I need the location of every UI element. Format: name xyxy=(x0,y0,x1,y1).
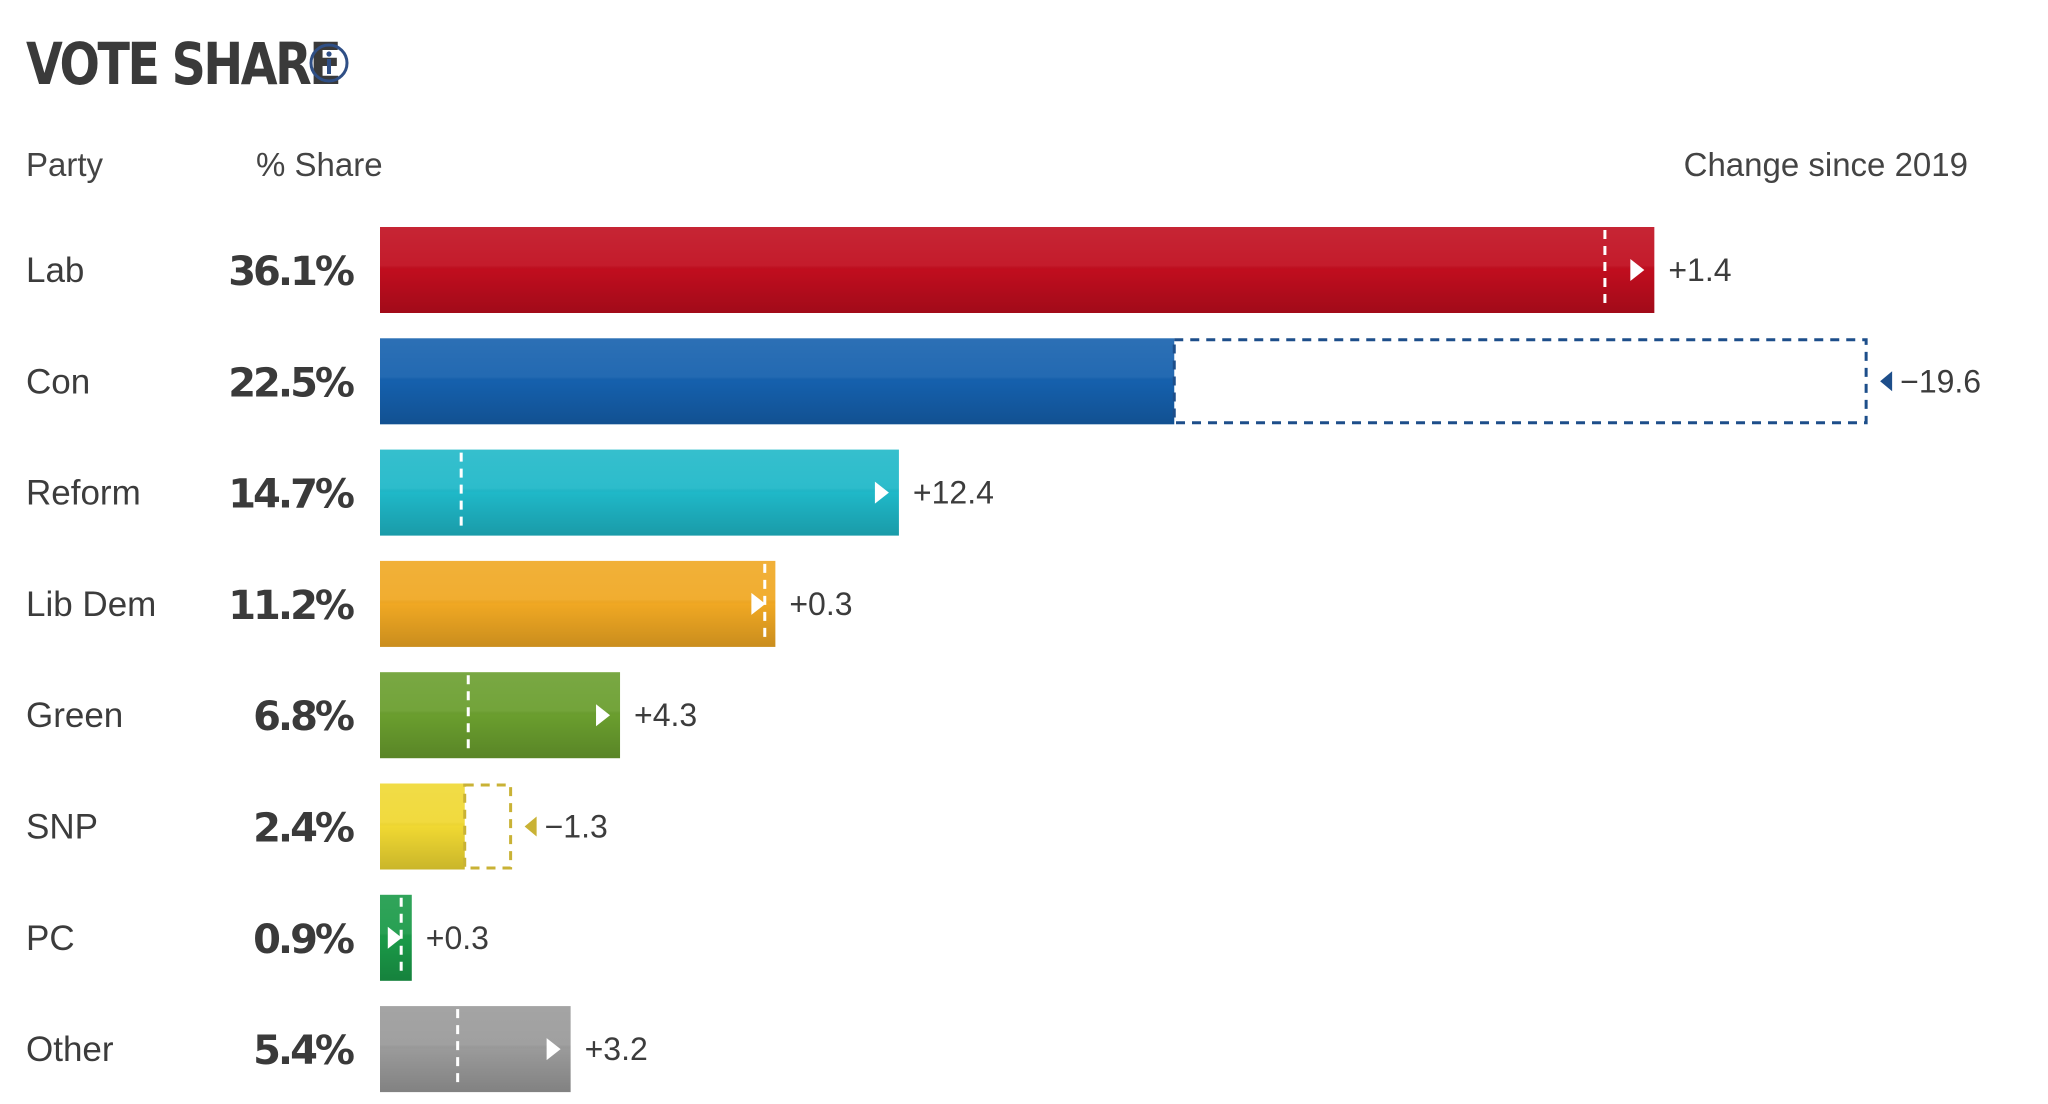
info-icon[interactable] xyxy=(306,40,352,86)
lost-share-outline xyxy=(1172,338,1868,425)
lost-share-outline xyxy=(463,783,513,870)
change-arrow xyxy=(874,481,889,504)
party-label: Green xyxy=(26,696,123,735)
bar-shine xyxy=(380,449,899,536)
change-arrow xyxy=(751,592,766,615)
change-arrow xyxy=(387,926,402,949)
change-arrow xyxy=(546,1038,561,1061)
bar-shine xyxy=(380,227,1655,313)
change-label: +0.3 xyxy=(426,920,489,956)
bar-shine xyxy=(380,783,465,870)
party-label: Con xyxy=(26,362,90,401)
party-label: Reform xyxy=(26,474,141,513)
chart-title-wrap: VOTE SHARE xyxy=(26,24,408,104)
change-label: +1.4 xyxy=(1668,252,1731,288)
bar-shine xyxy=(380,672,621,759)
share-label: 22.5% xyxy=(228,360,354,406)
share-label: 5.4% xyxy=(253,1028,354,1074)
share-label: 0.9% xyxy=(253,917,354,963)
share-label: 14.7% xyxy=(228,472,354,518)
change-arrow xyxy=(596,704,611,727)
change-label: +12.4 xyxy=(913,475,994,511)
change-label: +3.2 xyxy=(585,1031,648,1067)
bar-shine xyxy=(380,1006,571,1093)
party-label: PC xyxy=(26,919,75,958)
party-label: Other xyxy=(26,1030,114,1069)
change-arrow xyxy=(1880,371,1893,392)
bar-shine xyxy=(380,560,776,647)
party-label: SNP xyxy=(26,808,98,847)
column-header-party: Party xyxy=(26,146,104,183)
change-arrow xyxy=(524,816,537,837)
column-header-change: Change since 2019 xyxy=(1683,146,1968,183)
change-label: −1.3 xyxy=(545,809,608,845)
share-label: 2.4% xyxy=(253,806,354,852)
change-label: −19.6 xyxy=(1900,363,1981,399)
share-label: 11.2% xyxy=(228,583,354,629)
share-label: 36.1% xyxy=(228,249,354,295)
party-label: Lab xyxy=(26,251,84,290)
chart-title: VOTE SHARE xyxy=(26,30,342,98)
change-label: +0.3 xyxy=(789,586,852,622)
party-label: Lib Dem xyxy=(26,585,156,624)
column-header-share: % Share xyxy=(256,146,383,183)
change-arrow xyxy=(1630,259,1645,281)
change-label: +4.3 xyxy=(634,697,697,733)
share-label: 6.8% xyxy=(253,694,354,740)
bar-shine xyxy=(380,338,1175,425)
